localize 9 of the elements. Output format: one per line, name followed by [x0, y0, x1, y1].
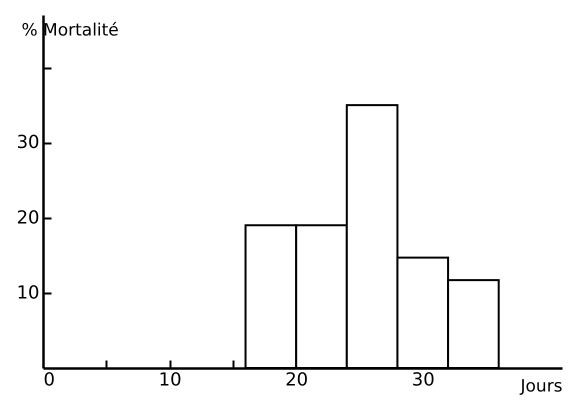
x-tick-label: 30: [412, 370, 435, 390]
x-tick-label: 0: [44, 370, 55, 390]
x-tick-label: 20: [285, 370, 308, 390]
y-tick-label: 10: [16, 282, 40, 304]
x-tick-label: 10: [158, 370, 182, 390]
x-axis-title: Jours: [520, 376, 563, 396]
y-tick-label: 20: [16, 207, 40, 228]
y-tick-label: 30: [16, 132, 40, 154]
y-axis-title: % Mortalité: [22, 20, 119, 40]
